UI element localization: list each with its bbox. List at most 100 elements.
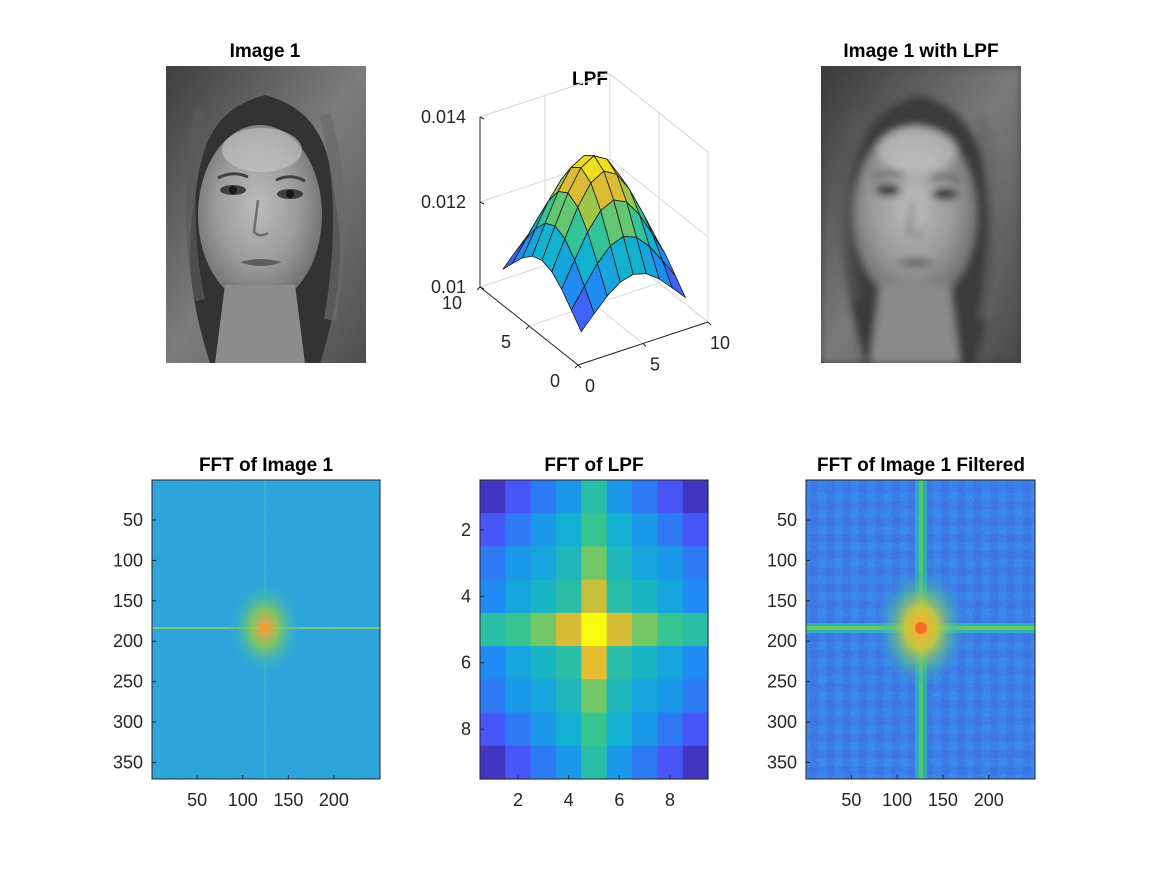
x-tick-label: 50 xyxy=(187,790,207,810)
y-tick-label: 5 xyxy=(501,332,511,352)
y-tick-label: 300 xyxy=(767,712,797,732)
heatmap-cell xyxy=(505,679,532,714)
z-tick-mark xyxy=(479,286,485,290)
y-tick-label: 150 xyxy=(767,591,797,611)
heatmap-cell xyxy=(581,546,608,581)
heatmap-cell xyxy=(556,745,582,780)
x-tick-label: 10 xyxy=(710,333,730,353)
subplot-fft-image-1: FFT of Image 1 50 100 150 200 50 100 150 200 250… xyxy=(113,455,381,810)
heatmap-cell xyxy=(480,579,506,614)
y-tick-label: 150 xyxy=(113,591,143,611)
y-tick-label: 350 xyxy=(113,752,143,772)
heatmap-cell xyxy=(657,712,684,747)
heatmap-cell xyxy=(657,513,684,548)
x-tick-label: 200 xyxy=(319,790,349,810)
heatmap-cell xyxy=(505,546,532,581)
heatmap-cell xyxy=(606,712,633,747)
y-tick-label: 4 xyxy=(461,586,471,606)
heatmap-cell xyxy=(606,546,633,581)
heatmap-cell xyxy=(505,579,532,614)
fft-axes: 50 100 150 200 50 100 150 200 250 300 350 xyxy=(113,510,349,810)
subplot-title: Image 1 xyxy=(230,41,301,62)
heatmap-cell xyxy=(657,745,684,780)
heatmap-cell xyxy=(480,480,506,514)
x-tick-label: 2 xyxy=(513,790,523,810)
heatmap-cell xyxy=(657,612,684,647)
y-tick-label: 200 xyxy=(113,631,143,651)
heatmap-cell xyxy=(606,612,633,647)
blurred-photo xyxy=(821,66,1021,363)
y-tick-label: 8 xyxy=(461,719,471,739)
z-tick-label: 0.01 xyxy=(431,277,466,297)
x-tick-label: 0 xyxy=(585,376,595,396)
heatmap-cell xyxy=(657,579,684,614)
heatmap-cell xyxy=(632,679,658,714)
heatmap-cell xyxy=(505,646,532,680)
x-tick-label: 6 xyxy=(614,790,624,810)
x-tick-label: 5 xyxy=(650,355,660,375)
y-tick-label: 250 xyxy=(767,672,797,692)
fft-axes: 50 100 150 200 50 100 150 200 250 300 350 xyxy=(767,510,1004,810)
y-tick-label: 100 xyxy=(767,550,797,570)
x-tick-mark xyxy=(577,364,582,369)
heatmap-cell xyxy=(530,646,557,680)
heatmap-cell xyxy=(505,712,532,747)
heatmap-cell xyxy=(530,679,557,714)
z-tick-label: 0.014 xyxy=(421,107,466,127)
heatmap-cell xyxy=(530,480,557,514)
x-tick-mark xyxy=(707,321,712,326)
heatmap-cell xyxy=(682,745,709,780)
y-tick-label: 0 xyxy=(550,371,560,391)
heatmap-cell xyxy=(606,480,633,514)
heatmap-cell xyxy=(632,546,658,581)
heatmap-cell xyxy=(632,712,658,747)
y-tick-label: 6 xyxy=(461,653,471,673)
fft-filtered-heatmap xyxy=(806,480,1035,779)
y-tick-label: 10 xyxy=(442,293,462,313)
surface-patches xyxy=(502,155,687,333)
heatmap-cell xyxy=(632,646,658,680)
y-tick-mark xyxy=(525,325,530,330)
heatmap-cell xyxy=(632,480,658,514)
heatmap-cell xyxy=(556,712,582,747)
heatmap-cell xyxy=(556,513,582,548)
x-tick-label: 150 xyxy=(928,790,958,810)
y-tick-label: 250 xyxy=(113,672,143,692)
x-tick-mark xyxy=(642,343,647,347)
heatmap-cell xyxy=(682,646,709,680)
heatmap-cell xyxy=(581,679,608,714)
subplot-title: FFT of Image 1 Filtered xyxy=(817,455,1025,476)
heatmap-cell xyxy=(632,745,658,780)
heatmap-cell xyxy=(556,646,582,680)
heatmap-cell xyxy=(530,513,557,548)
heatmap-cell xyxy=(657,646,684,680)
surface-patch xyxy=(570,285,595,333)
heatmap-cell xyxy=(556,480,582,514)
heatmap-cell xyxy=(480,546,506,581)
fft-spectrum-heatmap xyxy=(152,480,380,779)
grid-line xyxy=(609,73,709,153)
heatmap-cell xyxy=(682,546,709,581)
heatmap-cell xyxy=(657,679,684,714)
heatmap-cell xyxy=(606,745,633,780)
heatmap-cell xyxy=(682,679,709,714)
y-tick-label: 50 xyxy=(777,510,797,530)
heatmap-cell xyxy=(682,513,709,548)
heatmap-cell xyxy=(657,546,684,581)
heatmap-cell xyxy=(530,745,557,780)
heatmap-cell xyxy=(606,579,633,614)
heatmap-cell xyxy=(505,612,532,647)
heatmap-cell xyxy=(480,679,506,714)
grayscale-photo xyxy=(166,66,366,363)
heatmap-cell xyxy=(505,513,532,548)
heatmap-cell xyxy=(530,546,557,581)
heatmap-cell xyxy=(682,480,709,514)
fft-lpf-heatmap xyxy=(480,480,709,780)
y-tick-mark xyxy=(574,364,579,369)
heatmap-cell xyxy=(581,612,608,647)
heatmap-cell xyxy=(556,579,582,614)
y-tick-mark xyxy=(476,286,481,291)
